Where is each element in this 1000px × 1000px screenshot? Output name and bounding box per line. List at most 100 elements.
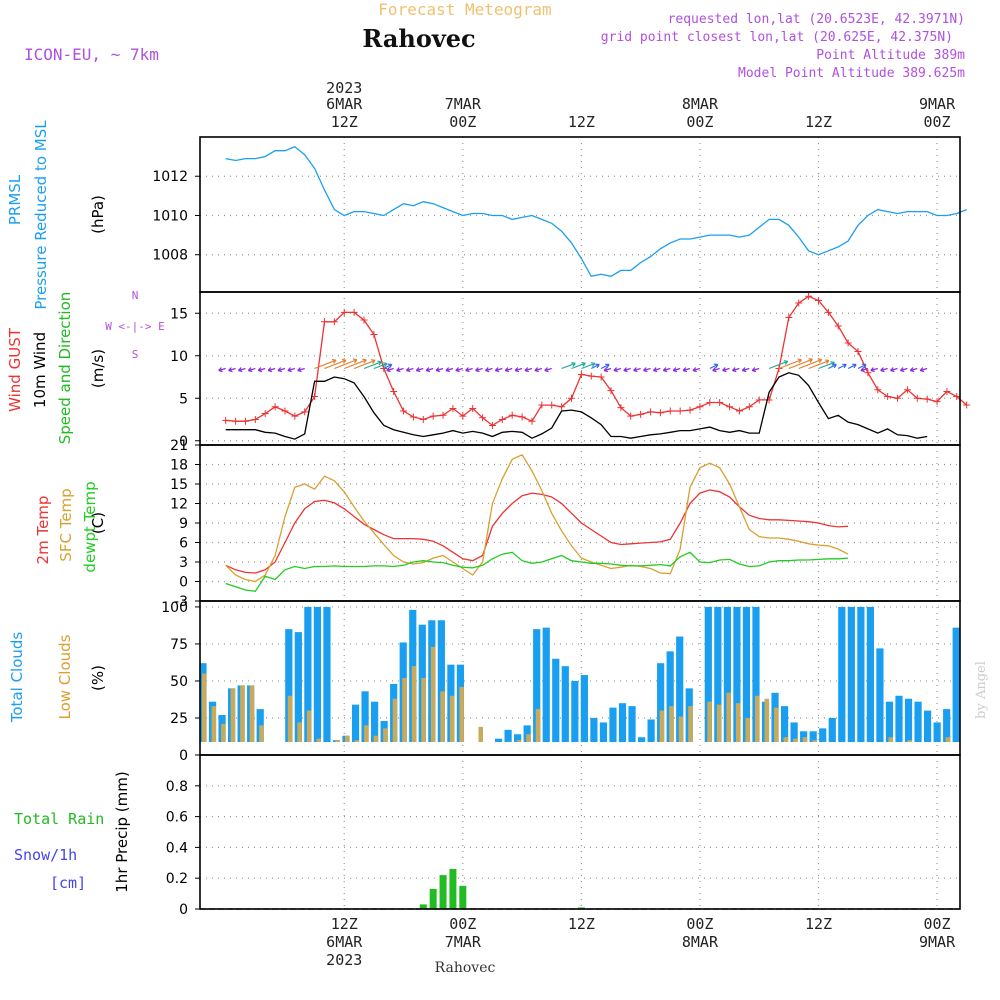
total-cloud-bar bbox=[914, 701, 922, 742]
bottom-hour-label: 00Z bbox=[686, 915, 713, 933]
low-cloud-bar bbox=[373, 735, 379, 742]
gust-point-marker bbox=[508, 411, 516, 419]
wind-direction-arrow bbox=[581, 362, 596, 370]
wind-direction-arrow bbox=[445, 367, 454, 372]
wind-arrow-head bbox=[228, 367, 233, 373]
wind-direction-arrow bbox=[857, 363, 867, 370]
total-cloud-bar bbox=[618, 703, 627, 742]
ytick-label: 100 bbox=[161, 600, 188, 616]
wind-arrow-head bbox=[524, 367, 529, 373]
wind-direction-arrow bbox=[297, 367, 305, 372]
top-year-label: 2023 bbox=[326, 79, 362, 97]
wind-arrow-head bbox=[808, 358, 813, 363]
gust-point-marker bbox=[528, 417, 536, 425]
wind-direction-arrow bbox=[870, 367, 878, 372]
wind-arrow-head bbox=[494, 367, 500, 373]
wind-direction-arrow bbox=[416, 367, 424, 372]
wind-arrow-head bbox=[485, 367, 490, 373]
rain-label: Total Rain bbox=[14, 810, 104, 828]
low-cloud-bar bbox=[764, 698, 770, 742]
top-hour-label: 12Z bbox=[805, 113, 832, 131]
bottom-date-label: 7MAR bbox=[445, 933, 482, 951]
ytick-label: 10 bbox=[170, 349, 188, 365]
low-cloud-bar bbox=[249, 685, 255, 742]
gust-point-marker bbox=[963, 401, 971, 409]
bottom-date-label: 6MAR bbox=[326, 933, 363, 951]
wind-direction-arrow bbox=[920, 367, 928, 372]
gust-point-marker bbox=[439, 411, 447, 419]
wind-direction-arrow bbox=[600, 363, 610, 370]
ytick-label: 3 bbox=[179, 555, 188, 571]
low-cloud-bar bbox=[535, 709, 541, 742]
wind-arrow-head bbox=[722, 367, 727, 373]
wind-arrow-head bbox=[514, 367, 520, 373]
gust-point-marker bbox=[676, 407, 684, 415]
wind-direction-arrow bbox=[514, 367, 523, 372]
total-cloud-bar bbox=[847, 606, 855, 742]
wind-direction-arrow bbox=[426, 367, 434, 372]
gust-point-marker bbox=[647, 408, 655, 416]
total-cloud-bar bbox=[313, 606, 322, 742]
gust-point-marker bbox=[320, 318, 328, 326]
gust-point-marker bbox=[686, 406, 694, 414]
low-cloud-bar bbox=[754, 695, 760, 742]
wind-direction-arrow bbox=[613, 367, 622, 372]
wind-arrow-head bbox=[880, 367, 885, 373]
wind-arrow-head bbox=[425, 367, 431, 373]
low-cloud-bar bbox=[287, 695, 293, 742]
wind-direction-arrow bbox=[890, 367, 898, 372]
gust-point-marker bbox=[814, 297, 822, 304]
total-cloud-bar bbox=[952, 627, 960, 742]
panel-frame bbox=[199, 291, 961, 446]
total-cloud-bar bbox=[609, 707, 617, 742]
total-cloud-bar bbox=[323, 606, 331, 742]
ytick-label: 9 bbox=[179, 516, 188, 532]
total-cloud-bar bbox=[361, 691, 369, 742]
gust-point-marker bbox=[390, 387, 398, 395]
wind-direction-arrow bbox=[485, 367, 493, 372]
wind-direction-arrow bbox=[465, 367, 473, 372]
ytick-label: 1012 bbox=[152, 169, 188, 185]
wind-direction-arrow bbox=[334, 359, 358, 370]
bottom-year-label: 2023 bbox=[326, 951, 362, 969]
low-cloud-bar bbox=[449, 695, 455, 742]
series-line-dewpt-temp bbox=[225, 551, 849, 592]
wind-direction-arrow bbox=[435, 367, 444, 372]
model-point-altitude: Model Point Altitude 389.625m bbox=[738, 66, 965, 81]
wind-direction-arrow bbox=[561, 362, 576, 370]
top-hour-label: 00Z bbox=[686, 113, 713, 131]
compass-south: S bbox=[132, 348, 139, 361]
pressure-panel: 1008 1010 1012 (hPa) PRMSL Pressure Reduced t… bbox=[6, 120, 967, 310]
gust-point-marker bbox=[637, 410, 645, 418]
wind-direction-arrow bbox=[383, 363, 393, 370]
compass-north: N bbox=[132, 289, 139, 302]
total-cloud-bar bbox=[371, 701, 379, 742]
precip-unit-label: 1hr Precip (mm) bbox=[113, 771, 131, 892]
point-altitude: Point Altitude 389m bbox=[816, 48, 965, 63]
low-cloud-bar bbox=[354, 740, 360, 742]
wind-arrow-head bbox=[633, 367, 638, 373]
ytick-label: 1010 bbox=[152, 208, 188, 224]
low-cloud-bar bbox=[716, 704, 722, 742]
wind-direction-arrow bbox=[663, 367, 671, 372]
low-cloud-bar bbox=[678, 716, 684, 742]
wind-arrow-head bbox=[341, 358, 347, 364]
total-cloud-bar bbox=[809, 731, 817, 742]
wind-direction-arrow bbox=[798, 359, 822, 370]
total-cloud-bar bbox=[752, 606, 760, 742]
wind-arrow-head bbox=[595, 363, 600, 369]
wind-arrow-head bbox=[623, 367, 628, 373]
total-cloud-bar bbox=[504, 729, 512, 742]
wind-arrow-head bbox=[396, 367, 401, 373]
wind-direction-arrow bbox=[860, 367, 869, 372]
wind-arrow-head bbox=[405, 367, 411, 373]
low-cloud-bar bbox=[735, 703, 741, 742]
low-cloud-bar bbox=[211, 706, 217, 742]
temp2m-label: 2m Temp bbox=[34, 496, 52, 565]
wind-arrow-head bbox=[331, 358, 337, 364]
low-cloud-bar bbox=[316, 738, 321, 742]
bottom-hour-label: 00Z bbox=[449, 915, 476, 933]
wind-direction-arrow bbox=[712, 367, 720, 372]
wind-arrow-head bbox=[504, 367, 510, 373]
gust-point-marker bbox=[271, 403, 279, 411]
